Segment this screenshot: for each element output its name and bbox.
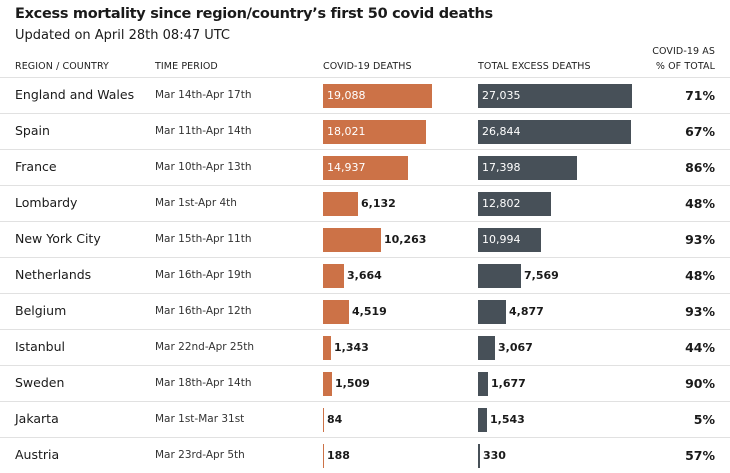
covid-percent-label: 57% — [685, 448, 715, 463]
region-label: France — [15, 159, 57, 174]
excess-deaths-value-label: 1,677 — [491, 377, 526, 390]
time-period-label: Mar 15th-Apr 11th — [155, 233, 252, 245]
time-period-label: Mar 23rd-Apr 5th — [155, 449, 245, 461]
excess-deaths-value-label: 26,844 — [482, 125, 521, 138]
covid-deaths-bar — [323, 300, 349, 324]
table-row: Spain Mar 11th-Apr 14th 18,021 26,844 67% — [0, 113, 730, 149]
excess-deaths-value-label: 330 — [483, 449, 506, 462]
covid-deaths-bar — [323, 408, 324, 432]
region-label: Austria — [15, 447, 60, 462]
excess-deaths-bar — [478, 120, 631, 144]
excess-deaths-bar — [478, 444, 480, 468]
excess-deaths-bar — [478, 228, 541, 252]
column-header-percent-line2: % OF TOTAL — [655, 61, 715, 72]
covid-deaths-value-label: 19,088 — [327, 89, 366, 102]
table-row: Netherlands Mar 16th-Apr 19th 3,664 7,569 48… — [0, 257, 730, 293]
excess-deaths-value-label: 4,877 — [509, 305, 544, 318]
region-label: Spain — [15, 123, 50, 138]
covid-percent-label: 93% — [685, 304, 715, 319]
covid-percent-label: 67% — [685, 124, 715, 139]
excess-deaths-value-label: 7,569 — [524, 269, 559, 282]
table-row: Istanbul Mar 22nd-Apr 25th 1,343 3,067 44% — [0, 329, 730, 365]
time-period-label: Mar 16th-Apr 12th — [155, 305, 252, 317]
excess-deaths-value-label: 1,543 — [490, 413, 525, 426]
region-label: Sweden — [15, 375, 65, 390]
covid-deaths-bar — [323, 444, 324, 468]
excess-deaths-value-label: 3,067 — [498, 341, 533, 354]
table-row: Austria Mar 23rd-Apr 5th 188 330 57% — [0, 437, 730, 473]
region-label: Belgium — [15, 303, 67, 318]
covid-percent-label: 90% — [685, 376, 715, 391]
covid-percent-label: 86% — [685, 160, 715, 175]
column-header-covid-deaths: COVID-19 DEATHS — [323, 61, 412, 72]
excess-deaths-value-label: 12,802 — [482, 197, 521, 210]
time-period-label: Mar 14th-Apr 17th — [155, 89, 252, 101]
column-header-percent-line1: COVID-19 AS — [652, 46, 715, 57]
covid-deaths-value-label: 84 — [327, 413, 343, 426]
column-header-region: REGION / COUNTRY — [15, 61, 109, 72]
covid-deaths-value-label: 10,263 — [384, 233, 427, 246]
region-label: Jakarta — [15, 411, 59, 426]
chart-subtitle: Updated on April 28th 08:47 UTC — [15, 28, 231, 43]
excess-deaths-value-label: 27,035 — [482, 89, 521, 102]
table-row: Sweden Mar 18th-Apr 14th 1,509 1,677 90% — [0, 365, 730, 401]
covid-deaths-value-label: 14,937 — [327, 161, 366, 174]
time-period-label: Mar 18th-Apr 14th — [155, 377, 252, 389]
region-label: New York City — [15, 231, 101, 246]
covid-deaths-bar — [323, 336, 331, 360]
covid-deaths-bar — [323, 228, 381, 252]
time-period-label: Mar 1st-Apr 4th — [155, 197, 237, 209]
table-row: France Mar 10th-Apr 13th 14,937 17,398 86% — [0, 149, 730, 185]
region-label: Netherlands — [15, 267, 92, 282]
excess-deaths-bar — [478, 300, 506, 324]
time-period-label: Mar 1st-Mar 31st — [155, 413, 245, 425]
excess-deaths-value-label: 10,994 — [482, 233, 521, 246]
covid-deaths-value-label: 6,132 — [361, 197, 396, 210]
column-header-excess-deaths: TOTAL EXCESS DEATHS — [478, 61, 591, 72]
covid-deaths-value-label: 3,664 — [347, 269, 382, 282]
column-header-period: TIME PERIOD — [155, 61, 218, 72]
excess-deaths-bar — [478, 372, 488, 396]
excess-deaths-bar — [478, 84, 632, 108]
table-row: Belgium Mar 16th-Apr 12th 4,519 4,877 93% — [0, 293, 730, 329]
covid-percent-label: 48% — [685, 196, 715, 211]
time-period-label: Mar 11th-Apr 14th — [155, 125, 252, 137]
region-label: England and Wales — [15, 87, 135, 102]
covid-percent-label: 71% — [685, 88, 715, 103]
excess-deaths-bar — [478, 264, 521, 288]
covid-deaths-bar — [323, 120, 426, 144]
excess-deaths-bar — [478, 408, 487, 432]
chart-title: Excess mortality since region/country’s … — [15, 6, 493, 22]
excess-deaths-bar — [478, 192, 551, 216]
covid-deaths-bar — [323, 264, 344, 288]
table-row: Jakarta Mar 1st-Mar 31st 84 1,543 5% — [0, 401, 730, 437]
time-period-label: Mar 16th-Apr 19th — [155, 269, 252, 281]
covid-deaths-value-label: 1,343 — [334, 341, 369, 354]
table-row: New York City Mar 15th-Apr 11th 10,263 10,9… — [0, 221, 730, 257]
chart-rows: England and Wales Mar 14th-Apr 17th 19,088… — [0, 77, 730, 473]
excess-deaths-bar — [478, 156, 577, 180]
excess-deaths-value-label: 17,398 — [482, 161, 521, 174]
table-row: England and Wales Mar 14th-Apr 17th 19,088… — [0, 77, 730, 113]
time-period-label: Mar 10th-Apr 13th — [155, 161, 252, 173]
covid-deaths-bar — [323, 372, 332, 396]
excess-deaths-bar — [478, 336, 495, 360]
covid-percent-label: 93% — [685, 232, 715, 247]
time-period-label: Mar 22nd-Apr 25th — [155, 341, 255, 353]
region-label: Lombardy — [15, 195, 78, 210]
covid-deaths-bar — [323, 156, 408, 180]
region-label: Istanbul — [15, 339, 66, 354]
covid-percent-label: 44% — [685, 340, 715, 355]
covid-deaths-value-label: 188 — [327, 449, 350, 462]
covid-deaths-bar — [323, 192, 358, 216]
covid-percent-label: 5% — [693, 412, 715, 427]
covid-deaths-bar — [323, 84, 432, 108]
covid-deaths-value-label: 4,519 — [352, 305, 387, 318]
covid-deaths-value-label: 1,509 — [335, 377, 370, 390]
table-row: Lombardy Mar 1st-Apr 4th 6,132 12,802 48% — [0, 185, 730, 221]
covid-percent-label: 48% — [685, 268, 715, 283]
covid-deaths-value-label: 18,021 — [327, 125, 366, 138]
